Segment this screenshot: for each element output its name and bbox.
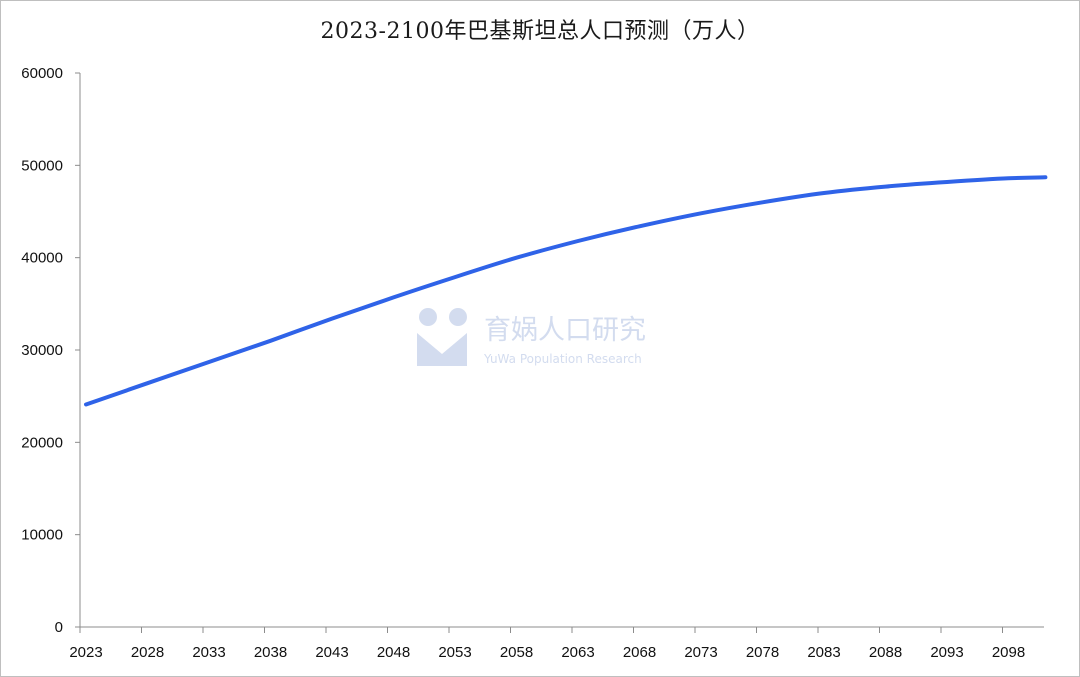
- watermark-name: 育娲人口研究: [484, 315, 646, 346]
- x-tick-label: 2043: [315, 644, 348, 661]
- x-tick-label: 2048: [377, 644, 410, 661]
- x-tick-label: 2028: [131, 644, 164, 661]
- axes: [79, 73, 1044, 628]
- y-tick-label: 0: [55, 619, 63, 636]
- x-tick-label: 2063: [561, 644, 594, 661]
- x-tick-label: 2058: [500, 644, 533, 661]
- x-tick-label: 2023: [69, 644, 102, 661]
- watermark-logo-icon: [417, 308, 467, 366]
- y-tick-label: 40000: [21, 250, 63, 267]
- x-tick-label: 2073: [684, 644, 717, 661]
- y-tick-label: 20000: [21, 434, 63, 451]
- x-tick-label: 2053: [438, 644, 471, 661]
- x-tick-label: 2078: [746, 644, 779, 661]
- y-axis-ticks: 0 10000 20000 30000 40000 50000 60000: [21, 65, 80, 636]
- series-line-0: [84, 175, 1048, 407]
- y-tick-label: 30000: [21, 342, 63, 359]
- y-tick-label: 60000: [21, 65, 63, 82]
- watermark: 育娲人口研究 YuWa Population Research: [417, 308, 646, 366]
- x-tick-label: 2068: [623, 644, 656, 661]
- y-tick-label: 10000: [21, 527, 63, 544]
- x-axis-ticks: 2023 2028 2033 2038 2043 2048 2053 2058 2063 2068…: [69, 627, 1025, 661]
- x-tick-label: 2098: [992, 644, 1025, 661]
- x-tick-label: 2033: [192, 644, 225, 661]
- x-tick-label: 2038: [254, 644, 287, 661]
- x-tick-label: 2083: [807, 644, 840, 661]
- x-tick-label: 2093: [930, 644, 963, 661]
- watermark-subtitle: YuWa Population Research: [483, 352, 642, 366]
- chart-title: 2023-2100年巴基斯坦总人口预测（万人）: [320, 19, 760, 44]
- x-tick-label: 2088: [869, 644, 902, 661]
- series-layer: [84, 175, 1048, 407]
- y-tick-label: 50000: [21, 157, 63, 174]
